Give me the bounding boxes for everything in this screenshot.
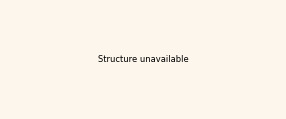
Text: Structure unavailable: Structure unavailable: [98, 55, 188, 64]
